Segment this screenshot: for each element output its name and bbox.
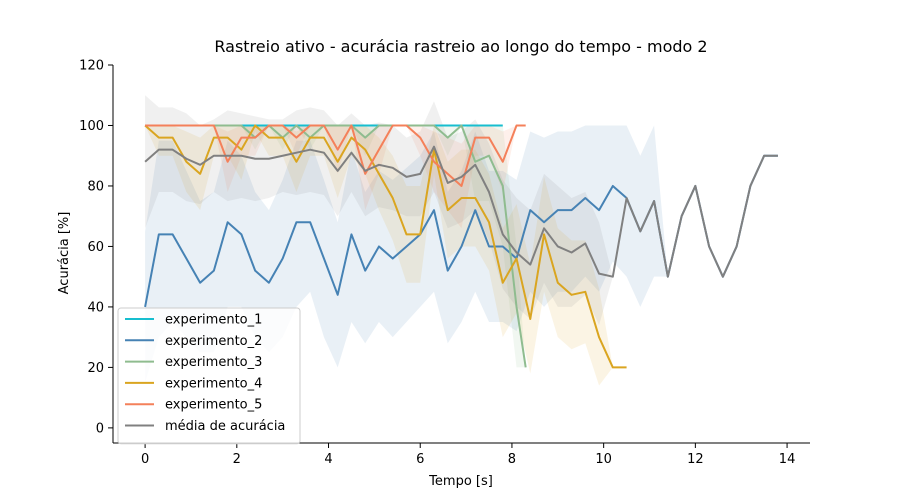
x-tick-label: 4 bbox=[324, 452, 332, 467]
y-tick-label: 80 bbox=[87, 179, 104, 194]
x-tick-label: 14 bbox=[779, 452, 796, 467]
chart-title: Rastreio ativo - acurácia rastreio ao lo… bbox=[214, 37, 707, 56]
y-axis-title: Acurácia [%] bbox=[57, 212, 72, 295]
x-tick-label: 10 bbox=[595, 452, 612, 467]
x-tick-label: 0 bbox=[141, 452, 149, 467]
y-tick-label: 20 bbox=[87, 361, 104, 376]
legend-label: experimento_5 bbox=[165, 398, 262, 413]
ticks: 0 2 4 6 8 10 12 14 0 20 40 60 80 100 120 bbox=[79, 59, 795, 468]
series-lines bbox=[144, 124, 778, 369]
confidence-bands bbox=[145, 95, 778, 386]
y-tick-label: 120 bbox=[79, 59, 104, 74]
legend: experimento_1 experimento_2 experimento_3e… bbox=[117, 307, 301, 445]
y-tick-label: 100 bbox=[79, 119, 104, 134]
legend-label: experimento_1 bbox=[165, 313, 262, 328]
x-tick-label: 2 bbox=[233, 452, 241, 467]
y-tick-label: 60 bbox=[87, 240, 104, 255]
confidence-band bbox=[145, 125, 778, 383]
legend-label: média de acurácia bbox=[165, 419, 285, 434]
confidence-band bbox=[145, 125, 526, 229]
legend-box bbox=[117, 307, 301, 445]
confidence-band bbox=[145, 125, 526, 368]
x-tick-label: 6 bbox=[416, 452, 424, 467]
confidence-band bbox=[145, 95, 778, 326]
legend-label: experimento_3 bbox=[165, 355, 262, 370]
y-tick-label: 40 bbox=[87, 300, 104, 315]
x-axis-title: Tempo [s] bbox=[428, 474, 493, 489]
legend-label: experimento_2 bbox=[165, 334, 262, 349]
confidence-band bbox=[145, 125, 627, 386]
legend-label: experimento_4 bbox=[165, 376, 262, 391]
x-tick-label: 12 bbox=[687, 452, 704, 467]
x-tick-label: 8 bbox=[508, 452, 516, 467]
y-tick-label: 0 bbox=[96, 421, 104, 436]
series-line bbox=[144, 124, 627, 369]
